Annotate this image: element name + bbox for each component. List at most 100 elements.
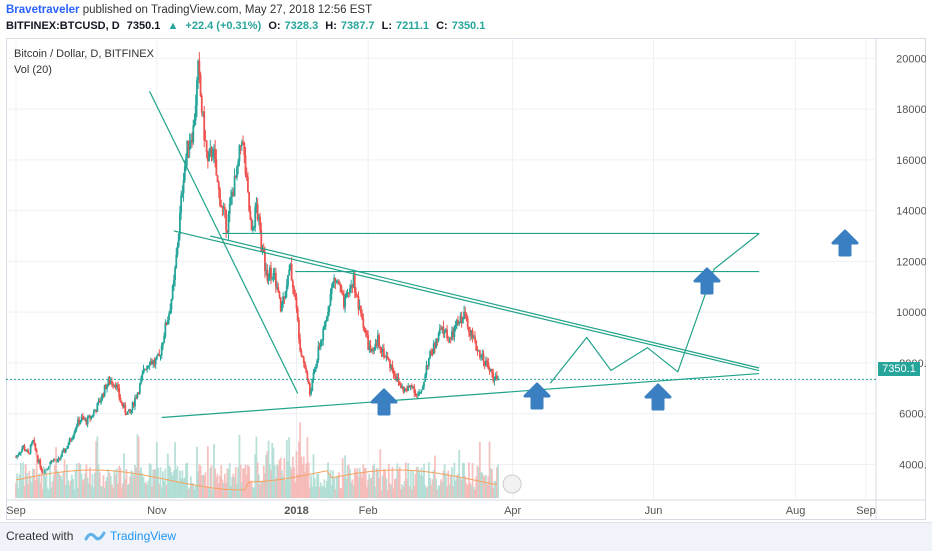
candle-body [408, 386, 411, 388]
candle-body [63, 449, 66, 453]
candle-body [351, 285, 354, 288]
candle-body [44, 469, 47, 474]
candle-body [350, 285, 353, 288]
candle-body [94, 410, 96, 412]
volume-bar [226, 468, 229, 498]
candle-body [74, 428, 77, 433]
candle-body [196, 80, 198, 106]
candle-body [223, 207, 226, 210]
volume-bar [381, 475, 384, 498]
candle-body [78, 419, 81, 424]
author-link[interactable]: Bravetraveler [6, 4, 80, 16]
volume-bar [172, 470, 175, 498]
candle-body [231, 192, 234, 197]
volume-bar [170, 472, 173, 498]
volume-bar [138, 470, 141, 498]
volume-bar [447, 470, 450, 498]
volume-bar [94, 472, 96, 498]
symbol-bar: BITFINEX:BTCUSD, D 7350.1 ▲ +22.4 (+0.31… [6, 20, 489, 32]
price-chart[interactable]: 20000.0 18000.0 16000.0 14000.0 12000.0 10000… [6, 38, 926, 520]
tradingview-link[interactable]: TradingView [110, 529, 177, 543]
candle-body [379, 347, 382, 350]
volume-bar [186, 462, 189, 498]
volume-bar [49, 463, 51, 498]
volume-bar [277, 465, 280, 498]
volume-bar [461, 462, 464, 498]
candle-body [437, 333, 440, 341]
volume-bar [278, 459, 281, 498]
volume-bar [125, 469, 128, 498]
candle-body [423, 381, 425, 387]
projection-path [549, 233, 760, 384]
candle-body [489, 369, 492, 372]
candle-body [378, 335, 380, 348]
candle-body [282, 296, 285, 304]
volume-bar [225, 483, 227, 498]
candle-body [421, 386, 424, 390]
y-tick-label: 4000.0 [899, 459, 926, 471]
volume-bar [121, 483, 124, 498]
candle-body [289, 264, 292, 270]
candle-body [451, 331, 453, 339]
candle-body [96, 403, 99, 412]
volume-bar [289, 466, 292, 498]
candle-body [434, 343, 436, 348]
volume-bar [36, 477, 39, 498]
volume-bar [436, 489, 439, 498]
candle-body [358, 305, 361, 310]
volume-bar [410, 489, 413, 498]
volume-bar [256, 462, 259, 498]
volume-bar [159, 467, 162, 498]
volume-bar [357, 476, 360, 498]
candle-body [136, 393, 139, 399]
candle-body [73, 432, 76, 436]
candle-body [414, 392, 417, 395]
x-tick-label: Sep [856, 505, 876, 517]
candle-body [363, 327, 366, 330]
volume-bar [295, 451, 298, 498]
candle-body [311, 379, 314, 391]
volume-bar [26, 473, 28, 498]
chart-area[interactable]: 20000.0 18000.0 16000.0 14000.0 12000.0 10000… [6, 38, 926, 520]
volume-bar [131, 471, 134, 498]
volume-bar [260, 480, 263, 498]
volume-bar [219, 475, 221, 498]
volume-bar [80, 473, 83, 498]
candle-body [237, 161, 240, 167]
volume-bar [113, 469, 116, 498]
y-tick-label: 16000.0 [896, 155, 926, 167]
volume-bar [126, 484, 129, 498]
candle-body [295, 297, 298, 309]
volume-bar [318, 486, 321, 498]
open-label: O: [268, 20, 281, 32]
candle-body [205, 140, 208, 153]
volume-bar [87, 483, 90, 498]
candle-body [19, 451, 22, 454]
volume-bar [302, 456, 305, 498]
candle-body [155, 355, 158, 360]
volume-bar [84, 472, 87, 498]
volume-bar [352, 484, 355, 498]
candle-body [214, 149, 217, 160]
candle-body [359, 305, 362, 314]
volume-bar [147, 480, 150, 498]
candle-body [23, 445, 26, 451]
candle-body [46, 468, 49, 470]
candle-body [495, 375, 498, 379]
high-value: 7387.7 [340, 20, 375, 32]
candle-body [247, 176, 249, 192]
candle-body [401, 386, 404, 388]
y-tick-label: 6000.0 [899, 409, 926, 421]
volume-bar [145, 482, 147, 498]
candle-body [272, 273, 275, 279]
candle-body [410, 385, 413, 388]
candle-body [146, 365, 149, 370]
candle-body [29, 445, 32, 454]
volume-bar [220, 465, 223, 498]
volume-bar [89, 467, 91, 498]
volume-bar [15, 483, 17, 498]
volume-bar [393, 479, 396, 498]
volume-bar [223, 473, 226, 498]
candle-body [266, 270, 269, 281]
volume-bar [325, 480, 328, 498]
